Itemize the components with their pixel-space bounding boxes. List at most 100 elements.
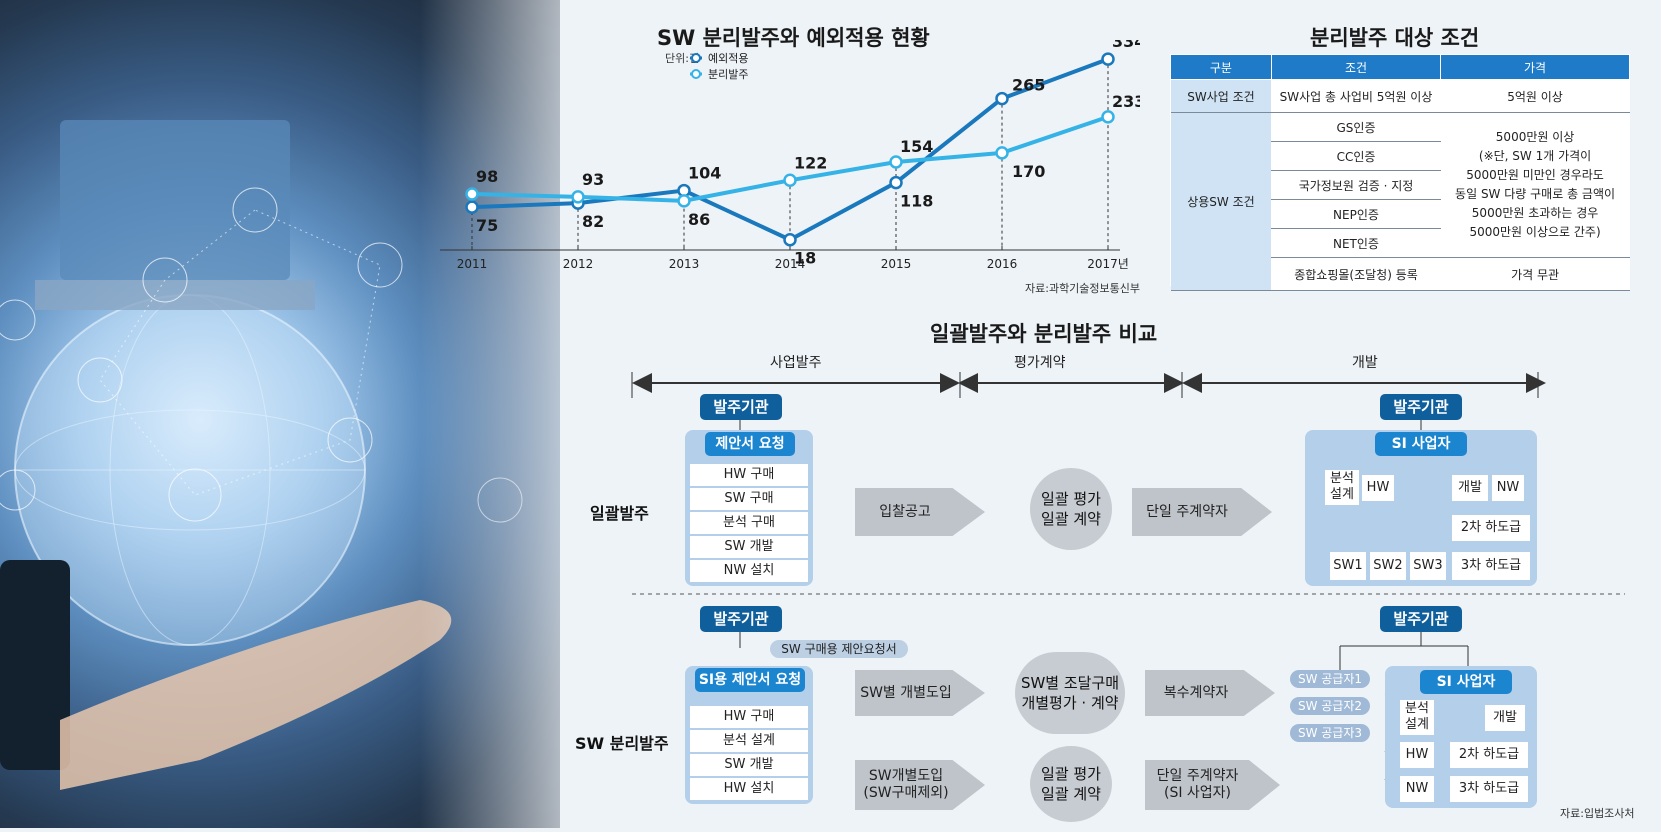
- chart-source: 자료:과학기술정보통신부: [1025, 282, 1141, 295]
- bulk-sub2-box: 2차 하도급: [1452, 515, 1530, 541]
- separate-step-arrow: SW별 개별도입: [855, 670, 985, 716]
- bulk-sw-box: SW3: [1410, 552, 1446, 580]
- separate-analysis-box: 분석 설계: [1400, 700, 1434, 735]
- line-chart: 2011 2012 2013 2014 2015 2016 2017년 75 82 104 18 11…: [440, 40, 1140, 271]
- data-label-분리발주: 154: [900, 137, 933, 156]
- supplier-tag: SW 공급자3: [1290, 724, 1370, 742]
- bulk-item: SW 구매: [690, 488, 808, 510]
- data-label-예외적용: 334: [1112, 40, 1140, 51]
- data-point-예외적용: [889, 175, 903, 190]
- table-cell-commercial-condition: NET인증: [1271, 228, 1441, 258]
- separate-step2b-line: 일괄 평가: [1041, 765, 1101, 783]
- price-line: 5000만원 미만인 경우라도: [1466, 168, 1604, 182]
- data-label-분리발주: 86: [688, 210, 710, 229]
- table-cell-commercial-price: 5000만원 이상 (※단, SW 1개 가격이 5000만원 미만인 경우라도…: [1440, 112, 1630, 258]
- bulk-step2-line: 일괄 계약: [1041, 510, 1101, 528]
- separate-step3b-line: (SI 사업자): [1163, 785, 1232, 801]
- legend-marker: [691, 53, 701, 63]
- table-cell-commercial-condition: GS인증: [1271, 112, 1441, 142]
- separate-step3b-line: 단일 주계약자: [1156, 768, 1239, 784]
- separate-analysis-line: 분석: [1405, 701, 1429, 716]
- table-cell-sw-category: SW사업 조건: [1170, 79, 1272, 113]
- table-cell-commercial-condition: 국가정보원 검증 · 지정: [1271, 170, 1441, 200]
- phase-label-dev: 개발: [1352, 355, 1378, 371]
- phase-label-order: 사업발주: [770, 355, 822, 371]
- bulk-dev-orderer: 발주기관: [1380, 394, 1462, 420]
- hand-shape: [60, 600, 452, 790]
- separate-step1a: SW별 개별도입: [860, 685, 952, 701]
- data-label-예외적용: 104: [688, 164, 721, 183]
- separate-item: SW 개발: [690, 754, 808, 776]
- data-label-분리발주: 233: [1112, 92, 1140, 111]
- bulk-analysis-line: 분석: [1330, 471, 1354, 486]
- table-cell-commercial-condition: 종합쇼핑몰(조달청) 등록: [1271, 257, 1441, 291]
- table-cell-sw-price: 5억원 이상: [1440, 79, 1630, 113]
- bulk-item: 분석 구매: [690, 512, 808, 534]
- bulk-nw-box: NW: [1492, 475, 1524, 501]
- data-point-예외적용: [465, 200, 479, 214]
- separate-item: HW 구매: [690, 706, 808, 728]
- x-tick-label: 2017년: [1087, 257, 1129, 271]
- table-header-price: 가격: [1440, 54, 1630, 80]
- bulk-dev-box: 개발: [1452, 475, 1488, 501]
- separate-contract-arrow-a: 복수계약자: [1145, 670, 1275, 716]
- bulk-item: NW 설치: [690, 560, 808, 582]
- separate-analysis-line: 설계: [1405, 717, 1429, 732]
- laptop-icon: [60, 120, 290, 280]
- bulk-proposal: 제안서 요청: [705, 432, 795, 456]
- separate-dev-box: 개발: [1485, 705, 1525, 731]
- diagram-source: 자료:입법조사처: [1560, 807, 1635, 820]
- bulk-analysis-line: 설계: [1330, 487, 1354, 502]
- price-line: 5000만원 이상: [1495, 130, 1575, 144]
- separate-nw-box: NW: [1400, 776, 1434, 802]
- bulk-step2-line: 일괄 평가: [1041, 490, 1101, 508]
- price-line: 5000만원 이상으로 간주): [1469, 225, 1601, 239]
- data-label-분리발주: 98: [476, 167, 498, 186]
- condition-table-wrap: 구분 조건 가격 SW사업 조건 SW사업 총 사업비 5억원 이상 5억원 이…: [1170, 54, 1630, 291]
- chart-title: SW 분리발주와 예외적용 현황: [657, 26, 930, 50]
- data-label-예외적용: 18: [794, 249, 816, 268]
- chart-unit: 단위:건: [665, 52, 700, 65]
- bulk-eval-circle: 일괄 평가 일괄 계약: [1030, 468, 1112, 550]
- data-point-분리발주: [995, 146, 1009, 160]
- bulk-step1: 입찰공고: [879, 504, 931, 520]
- separate-contract-arrow-b: 단일 주계약자 (SI 사업자): [1145, 760, 1280, 810]
- data-point-분리발주: [465, 187, 479, 201]
- table-cell-commercial-category: 상용SW 조건: [1170, 112, 1272, 291]
- separate-eval-circle-a: SW별 조달구매 개별평가 · 계약: [1015, 652, 1125, 734]
- bulk-step3: 단일 주계약자: [1146, 504, 1228, 520]
- bulk-item: SW 개발: [690, 536, 808, 558]
- x-tick-label: 2016: [987, 257, 1018, 271]
- row-label-separate: SW 분리발주: [575, 734, 669, 753]
- photo-fade-overlay: [420, 0, 660, 828]
- x-tick-label: 2012: [563, 257, 594, 271]
- table-cell-sw-condition: SW사업 총 사업비 5억원 이상: [1271, 79, 1441, 113]
- separate-proposal: SI용 제안서 요청: [695, 668, 805, 692]
- bulk-step-arrow: 입찰공고: [855, 488, 985, 536]
- table-cell-commercial-condition: NEP인증: [1271, 199, 1441, 229]
- separate-sub3-box: 3차 하도급: [1450, 776, 1528, 802]
- separate-sw-request: SW 구매용 제안요청서: [770, 640, 908, 658]
- bulk-analysis-box: 분석 설계: [1325, 470, 1359, 505]
- separate-step2b-line: 일괄 계약: [1041, 785, 1101, 803]
- separate-step2a-line: 개별평가 · 계약: [1021, 694, 1119, 712]
- x-tick-label: 2015: [881, 257, 912, 271]
- x-tick-label: 2011: [457, 257, 488, 271]
- data-point-분리발주: [677, 194, 691, 208]
- x-tick-label: 2014: [775, 257, 806, 271]
- data-label-예외적용: 75: [476, 216, 498, 235]
- x-tick-label: 2013: [669, 257, 700, 271]
- globe-illustration: [0, 120, 523, 790]
- table-cell-mall-price: 가격 무관: [1440, 257, 1630, 291]
- separate-step1b-line: SW개별도입: [868, 768, 944, 784]
- legend-marker: [691, 69, 701, 79]
- separate-item: HW 설치: [690, 778, 808, 800]
- legend-label: 분리발주: [708, 68, 748, 81]
- tablet-icon: [0, 560, 70, 770]
- separate-si: SI 사업자: [1420, 670, 1512, 694]
- price-line: 5000만원 초과하는 경우: [1471, 206, 1599, 220]
- phase-label-contract: 평가계약: [1014, 355, 1066, 371]
- supplier-tag: SW 공급자2: [1290, 697, 1370, 715]
- data-point-분리발주: [783, 173, 797, 188]
- data-point-분리발주: [889, 155, 903, 169]
